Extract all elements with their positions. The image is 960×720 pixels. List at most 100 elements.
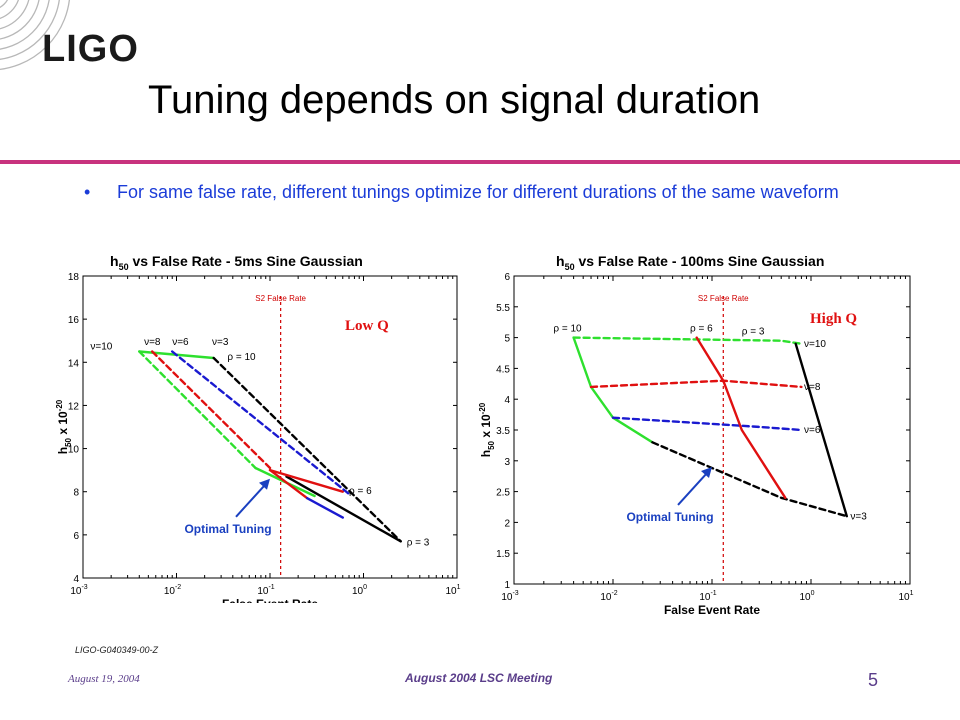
series-line-green-solid (572, 336, 654, 444)
y-tick-label: 4 (73, 574, 79, 585)
chart-title-sub: 50 (119, 262, 129, 272)
y-label-sub: 50 (487, 440, 496, 449)
footer-meeting: August 2004 LSC Meeting (405, 671, 553, 685)
y-tick-label: 2 (504, 518, 510, 529)
curve-label: ρ = 10 (553, 323, 582, 334)
x-tick-label: 100 (799, 590, 814, 603)
series-line-green-dashed (572, 336, 803, 346)
document-id: LIGO-G040349-00-Z (75, 645, 159, 655)
q-label: High Q (810, 311, 857, 327)
bullet-text: For same false rate, different tunings o… (117, 182, 839, 202)
x-tick-label: 101 (898, 590, 913, 603)
curve-label: ρ = 6 (349, 486, 372, 497)
q-label: Low Q (345, 318, 389, 334)
x-tick-base: 10 (164, 586, 176, 597)
series-line-black-dashed (212, 356, 402, 543)
series-line-red-solid (268, 468, 309, 500)
y-tick-label: 3.5 (496, 426, 510, 437)
series-line-red-solid (268, 468, 344, 493)
curve-label: ν=3 (212, 337, 229, 348)
series-line-red-solid (695, 336, 787, 500)
x-tick-exp: -2 (611, 590, 617, 597)
x-tick-label: 10-3 (501, 590, 518, 603)
chart-title-rest: vs False Rate - 5ms Sine Gaussian (129, 253, 363, 269)
curve-label: ν=3 (850, 511, 867, 522)
page-number: 5 (868, 670, 879, 690)
y-tick-label: 1 (504, 580, 510, 591)
annotation-text: Optimal Tuning (626, 510, 713, 524)
y-tick-label: 4 (504, 395, 510, 406)
curve-label: ρ = 10 (227, 352, 256, 363)
y-tick-label: 5 (504, 334, 510, 345)
series-line-blue-dashed (170, 350, 351, 496)
y-axis-label: h50 x 10-20 (55, 399, 73, 454)
x-tick-base: 10 (445, 586, 457, 597)
y-tick-label: 14 (68, 358, 80, 369)
chart-title-h: h (556, 253, 565, 269)
x-tick-exp: -3 (512, 590, 518, 597)
curve-label: ν=8 (804, 382, 821, 393)
y-tick-label: 6 (73, 531, 79, 542)
x-tick-exp: -1 (268, 584, 274, 591)
y-tick-label: 2.5 (496, 488, 510, 499)
curve-label: ρ = 3 (742, 327, 765, 338)
x-tick-label: 10-1 (257, 584, 274, 597)
curve-label: ν=10 (90, 341, 112, 352)
y-tick-label: 10 (68, 445, 80, 456)
bullet-dot-icon: • (84, 182, 91, 202)
series-line-black-dashed (651, 441, 848, 518)
annotation-arrowhead (701, 466, 712, 478)
x-tick-base: 10 (501, 592, 513, 603)
series-line-blue-dashed (611, 416, 803, 432)
x-tick-base: 10 (898, 592, 910, 603)
x-tick-label: 10-2 (164, 584, 181, 597)
s2-false-rate-label: S2 False Rate (698, 294, 749, 303)
y-label-exp: -20 (55, 399, 64, 411)
curve-label: ρ = 3 (407, 538, 430, 549)
y-axis-label: h50 x 10-20 (478, 402, 496, 457)
chart-100ms: h50 vs False Rate - 100ms Sine Gaussian1… (478, 253, 914, 617)
title-divider (0, 160, 960, 164)
chart-title-sub: 50 (565, 262, 575, 272)
chart-title: h50 vs False Rate - 100ms Sine Gaussian (556, 253, 824, 272)
series-line-black-solid (794, 342, 848, 518)
curve-label: ν=8 (144, 337, 161, 348)
y-label-rest: x 10 (56, 411, 70, 438)
annotation-arrowhead (259, 478, 270, 490)
s2-false-rate-label: S2 False Rate (255, 294, 306, 303)
series-line-blue-solid (305, 496, 344, 519)
curve-label: ν=10 (804, 339, 826, 350)
curve-label: ν=6 (172, 337, 189, 348)
y-label-exp: -20 (478, 402, 487, 414)
x-tick-base: 10 (352, 586, 364, 597)
x-axis-label: False Event Rate (664, 603, 760, 617)
y-label-h: h (56, 447, 70, 454)
y-label-sub: 50 (64, 437, 73, 446)
y-label-h: h (479, 450, 493, 457)
x-tick-exp: -3 (81, 584, 87, 591)
chart-title-h: h (110, 253, 119, 269)
chart-5ms: h50 vs False Rate - 5ms Sine Gaussian468… (55, 253, 461, 603)
y-tick-label: 5.5 (496, 303, 510, 314)
x-tick-label: 100 (352, 584, 367, 597)
y-tick-label: 4.5 (496, 364, 510, 375)
curve-label: ρ = 6 (690, 323, 713, 334)
x-tick-base: 10 (257, 586, 269, 597)
x-tick-label: 101 (445, 584, 460, 597)
y-tick-label: 6 (504, 272, 510, 283)
series-line-black-solid (285, 475, 402, 543)
y-tick-label: 1.5 (496, 549, 510, 560)
footer-date: August 19, 2004 (68, 673, 140, 685)
x-tick-label: 10-2 (600, 590, 617, 603)
x-tick-exp: 0 (811, 590, 815, 597)
y-tick-label: 16 (68, 315, 80, 326)
x-tick-base: 10 (699, 592, 711, 603)
x-tick-label: 10-1 (699, 590, 716, 603)
y-tick-label: 8 (73, 488, 79, 499)
x-tick-exp: 1 (457, 584, 461, 591)
x-axis-label: False Event Rate (222, 597, 318, 603)
x-tick-exp: -2 (175, 584, 181, 591)
y-tick-label: 12 (68, 401, 80, 412)
chart-title-rest: vs False Rate - 100ms Sine Gaussian (575, 253, 825, 269)
x-tick-base: 10 (799, 592, 811, 603)
